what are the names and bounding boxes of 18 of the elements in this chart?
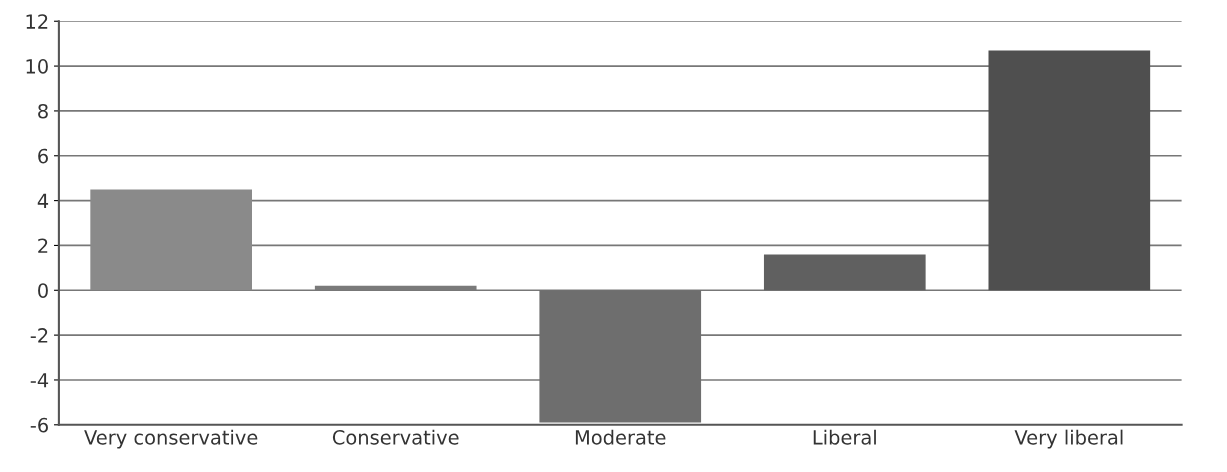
- bar: [90, 189, 252, 291]
- y-tick-label: 0: [38, 283, 48, 298]
- y-tick-label: 12: [26, 14, 48, 29]
- y-tick-label: -6: [30, 417, 48, 433]
- y-tick-label: -4: [30, 373, 49, 388]
- x-tick-label: Very conservative: [84, 429, 258, 449]
- x-tick-label: Conservative: [332, 429, 459, 445]
- x-tick-label: Very liberal: [1014, 429, 1123, 449]
- y-tick-label: -2: [30, 328, 48, 343]
- bar: [763, 254, 926, 291]
- y-tick-label: 8: [38, 103, 48, 119]
- x-tick-label: Moderate: [575, 429, 666, 445]
- y-tick-label: 2: [38, 238, 48, 253]
- y-tick-label: 4: [37, 193, 49, 208]
- y-tick-label: 10: [26, 59, 48, 74]
- y-tick-label: 6: [38, 148, 48, 164]
- x-tick-label: Liberal: [813, 429, 876, 445]
- bar: [988, 50, 1151, 291]
